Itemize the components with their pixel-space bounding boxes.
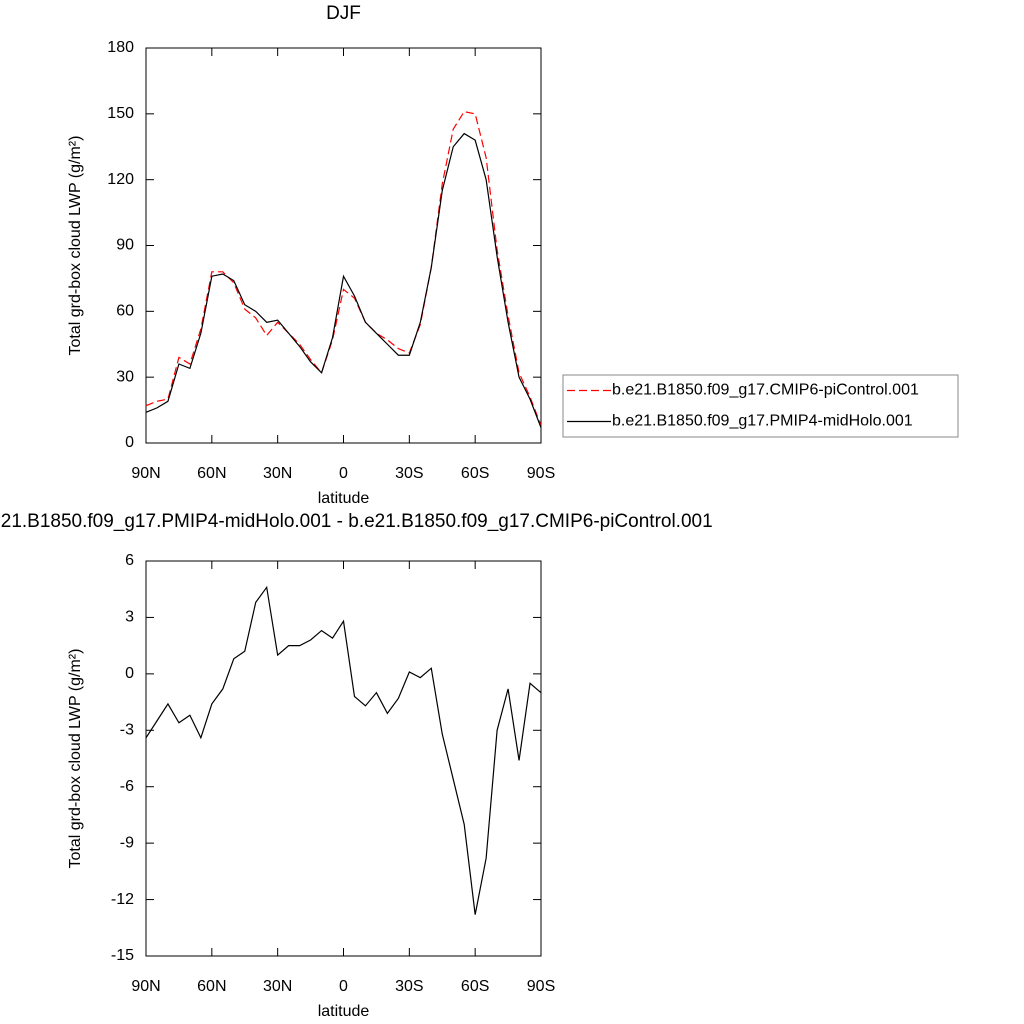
- x-tick-label: 90N: [131, 465, 160, 482]
- y-tick-label: 3: [125, 609, 134, 626]
- data-line: [145, 132, 542, 428]
- y-axis-label: Total grd-box cloud LWP (g/m²): [67, 649, 84, 869]
- x-tick-label: 30N: [263, 978, 292, 995]
- y-tick-label: 120: [107, 171, 134, 188]
- x-tick-label: 60N: [197, 465, 226, 482]
- y-axis-label: Total grd-box cloud LWP (g/m²): [67, 136, 84, 356]
- y-tick-label: 150: [107, 105, 134, 122]
- x-axis-label: latitude: [318, 490, 370, 507]
- chart-title: b.e21.B1850.f09_g17.PMIP4-midHolo.001 - …: [0, 511, 713, 532]
- y-tick-label: -6: [120, 778, 134, 795]
- y-tick-label: 0: [125, 434, 134, 451]
- x-tick-label: 90S: [527, 978, 555, 995]
- y-tick-label: 0: [125, 665, 134, 682]
- x-tick-label: 90N: [131, 978, 160, 995]
- y-tick-label: -9: [120, 834, 134, 851]
- legend-label: b.e21.B1850.f09_g17.PMIP4-midHolo.001: [612, 413, 913, 430]
- x-tick-label: 30S: [395, 465, 423, 482]
- x-tick-label: 30N: [263, 465, 292, 482]
- x-tick-label: 60S: [461, 978, 489, 995]
- chart-title: DJF: [326, 3, 361, 24]
- y-tick-label: 30: [116, 368, 134, 385]
- y-tick-label: -15: [111, 947, 134, 964]
- x-tick-label: 0: [339, 978, 348, 995]
- data-line: [145, 585, 542, 915]
- legend-label: b.e21.B1850.f09_g17.CMIP6-piControl.001: [612, 382, 919, 399]
- x-tick-label: 30S: [395, 978, 423, 995]
- plot-frame: [145, 47, 542, 444]
- y-tick-label: -12: [111, 891, 134, 908]
- x-tick-label: 60N: [197, 978, 226, 995]
- y-tick-label: 90: [116, 237, 134, 254]
- y-tick-label: 60: [116, 303, 134, 320]
- x-tick-label: 60S: [461, 465, 489, 482]
- x-tick-label: 0: [339, 465, 348, 482]
- y-tick-label: 180: [107, 39, 134, 56]
- legend-box: [562, 374, 959, 438]
- x-axis-label: latitude: [318, 1003, 370, 1020]
- x-tick-label: 90S: [527, 465, 555, 482]
- y-tick-label: 6: [125, 552, 134, 569]
- data-line: [145, 110, 542, 426]
- y-tick-label: -3: [120, 722, 134, 739]
